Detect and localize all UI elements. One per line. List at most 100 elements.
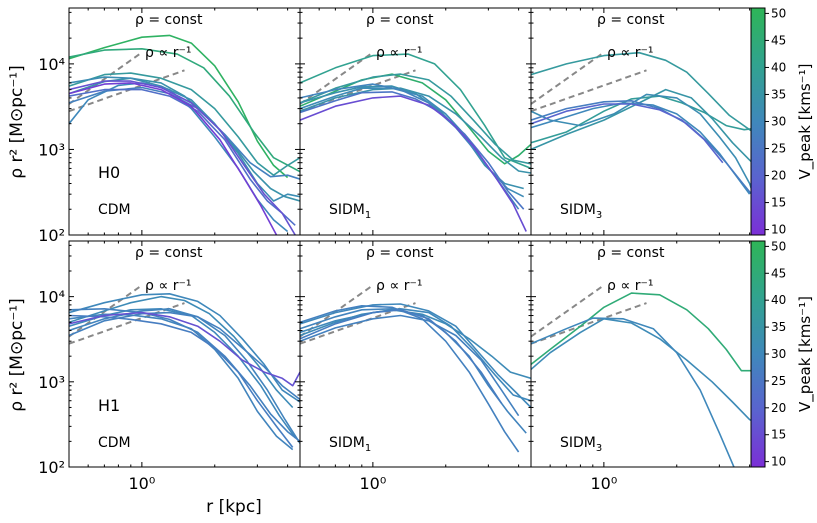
series-line-8 <box>300 91 525 210</box>
series-line-2 <box>300 303 531 409</box>
series-line-5 <box>531 102 751 195</box>
colorbar-tick-label: 10 <box>771 455 786 469</box>
y-tick-label: 10³ <box>38 140 65 159</box>
series-line-1 <box>300 309 531 380</box>
series-line-3 <box>69 72 300 176</box>
ticks <box>299 8 531 236</box>
row-label: H0 <box>98 163 120 182</box>
colorbar-tick-label: 40 <box>771 60 786 74</box>
series-line-8 <box>69 88 296 226</box>
ticks <box>68 8 300 236</box>
model-label: CDM <box>98 435 131 451</box>
model-label: SIDM1 <box>329 435 371 454</box>
colorbar-tick-label: 30 <box>771 115 786 129</box>
x-axis-label: r [kpc] <box>206 497 262 517</box>
series-line-7 <box>300 309 503 404</box>
colorbar-tick-label: 25 <box>771 142 786 156</box>
series-line-8 <box>69 314 294 448</box>
ticks <box>530 241 762 468</box>
colorbar-tick-label: 35 <box>771 87 786 101</box>
colorbar-label: V_peak [kms⁻¹] <box>796 296 815 412</box>
series-line-7 <box>300 83 520 210</box>
model-label: SIDM1 <box>329 202 371 221</box>
series-line-2 <box>69 48 300 173</box>
series-line-9 <box>69 80 296 235</box>
series-line-6 <box>531 100 756 199</box>
guide-label-r-1: ρ ∝ r⁻¹ <box>145 45 192 61</box>
guide-label-const: ρ = const <box>366 245 434 261</box>
guide-label-const: ρ = const <box>135 245 203 261</box>
series-line-5 <box>69 313 294 451</box>
panel-frame <box>299 240 532 468</box>
series-line-3 <box>300 308 531 402</box>
ticks <box>530 8 762 236</box>
y-axis-label-top: ρ r² [M⊙pc⁻¹] <box>7 65 27 179</box>
colorbar-tick-label: 15 <box>771 428 786 442</box>
colorbar-tick-label: 25 <box>771 374 786 388</box>
colorbar-tick-label: 50 <box>771 6 786 20</box>
series-line-7 <box>531 103 724 164</box>
series-line-3 <box>531 88 762 173</box>
colorbar-tick-label: 50 <box>771 239 786 253</box>
colorbar-tick-label: 35 <box>771 320 786 334</box>
ticks <box>68 241 300 468</box>
series-line-3 <box>531 317 735 467</box>
colorbar-tick-label: 45 <box>771 33 786 47</box>
series-line-4 <box>300 87 531 174</box>
guide-label-r-1: ρ ∝ r⁻¹ <box>607 45 654 61</box>
guide-label-r-1: ρ ∝ r⁻¹ <box>607 278 654 294</box>
series-line-1 <box>69 34 289 179</box>
series-line-7 <box>69 311 300 401</box>
y-tick-label: 10⁴ <box>38 288 65 307</box>
y-tick-label: 10⁴ <box>38 55 65 74</box>
series-line-2 <box>531 318 762 428</box>
colorbar-gradient <box>750 240 766 468</box>
series-line-6 <box>300 87 525 198</box>
model-label: SIDM3 <box>560 202 602 221</box>
colorbar-tick-label: 10 <box>771 223 786 237</box>
guide-label-const: ρ = const <box>366 12 434 28</box>
colorbar-tick-label: 15 <box>771 196 786 210</box>
colorbar-gradient <box>750 7 766 236</box>
guide-label-const: ρ = const <box>135 12 203 28</box>
series-line-9 <box>300 95 527 232</box>
series-line-1 <box>300 73 531 165</box>
series-line-9 <box>69 311 300 387</box>
panel-frame <box>68 7 301 236</box>
panel-2: ρ = const ρ ∝ r⁻¹ SIDM1 <box>299 7 532 236</box>
guide-rho-r-1 <box>531 302 647 345</box>
guide-rho-const <box>69 51 143 105</box>
guide-rho-const <box>531 284 605 338</box>
series-line-1 <box>531 51 762 138</box>
series-line-6 <box>69 308 300 443</box>
panel-3: ρ = const ρ ∝ r⁻¹ SIDM3 <box>530 7 763 236</box>
guide-label-r-1: ρ ∝ r⁻¹ <box>376 278 423 294</box>
colorbar-tick-label: 40 <box>771 293 786 307</box>
colorbar-tick-label: 30 <box>771 347 786 361</box>
colorbar-tick-label: 20 <box>771 401 786 415</box>
panel-frame <box>530 240 763 468</box>
series-line-4 <box>531 93 762 221</box>
colorbar-label: V_peak [kms⁻¹] <box>796 64 815 180</box>
panel-4: ρ = const ρ ∝ r⁻¹ H1 CDM 10² 10³ 10⁴ 10⁰ <box>38 240 301 493</box>
colorbar-2: 10 15 20 25 30 35 40 45 50 V_peak [kms⁻¹] <box>750 239 815 469</box>
guide-rho-r-1 <box>531 69 647 113</box>
y-tick-label: 10² <box>38 226 65 245</box>
series-line-1 <box>69 295 294 409</box>
colorbar-1: 10 15 20 25 30 35 40 45 50 V_peak [kms⁻¹] <box>750 6 815 237</box>
guide-label-r-1: ρ ∝ r⁻¹ <box>145 278 192 294</box>
guide-rho-const <box>531 51 605 105</box>
series-line-2 <box>531 95 762 144</box>
series-line-3 <box>69 308 296 439</box>
y-tick-label: 10³ <box>38 373 65 392</box>
guide-rho-r-1 <box>69 69 185 113</box>
series-line-3 <box>300 73 531 165</box>
row-label: H1 <box>98 396 120 415</box>
guide-label-const: ρ = const <box>597 12 665 28</box>
panel-frame <box>68 240 301 468</box>
guide-label-r-1: ρ ∝ r⁻¹ <box>376 45 423 61</box>
series-line-1 <box>531 292 762 372</box>
y-tick-label: 10² <box>38 458 65 477</box>
series-line-6 <box>300 305 520 453</box>
